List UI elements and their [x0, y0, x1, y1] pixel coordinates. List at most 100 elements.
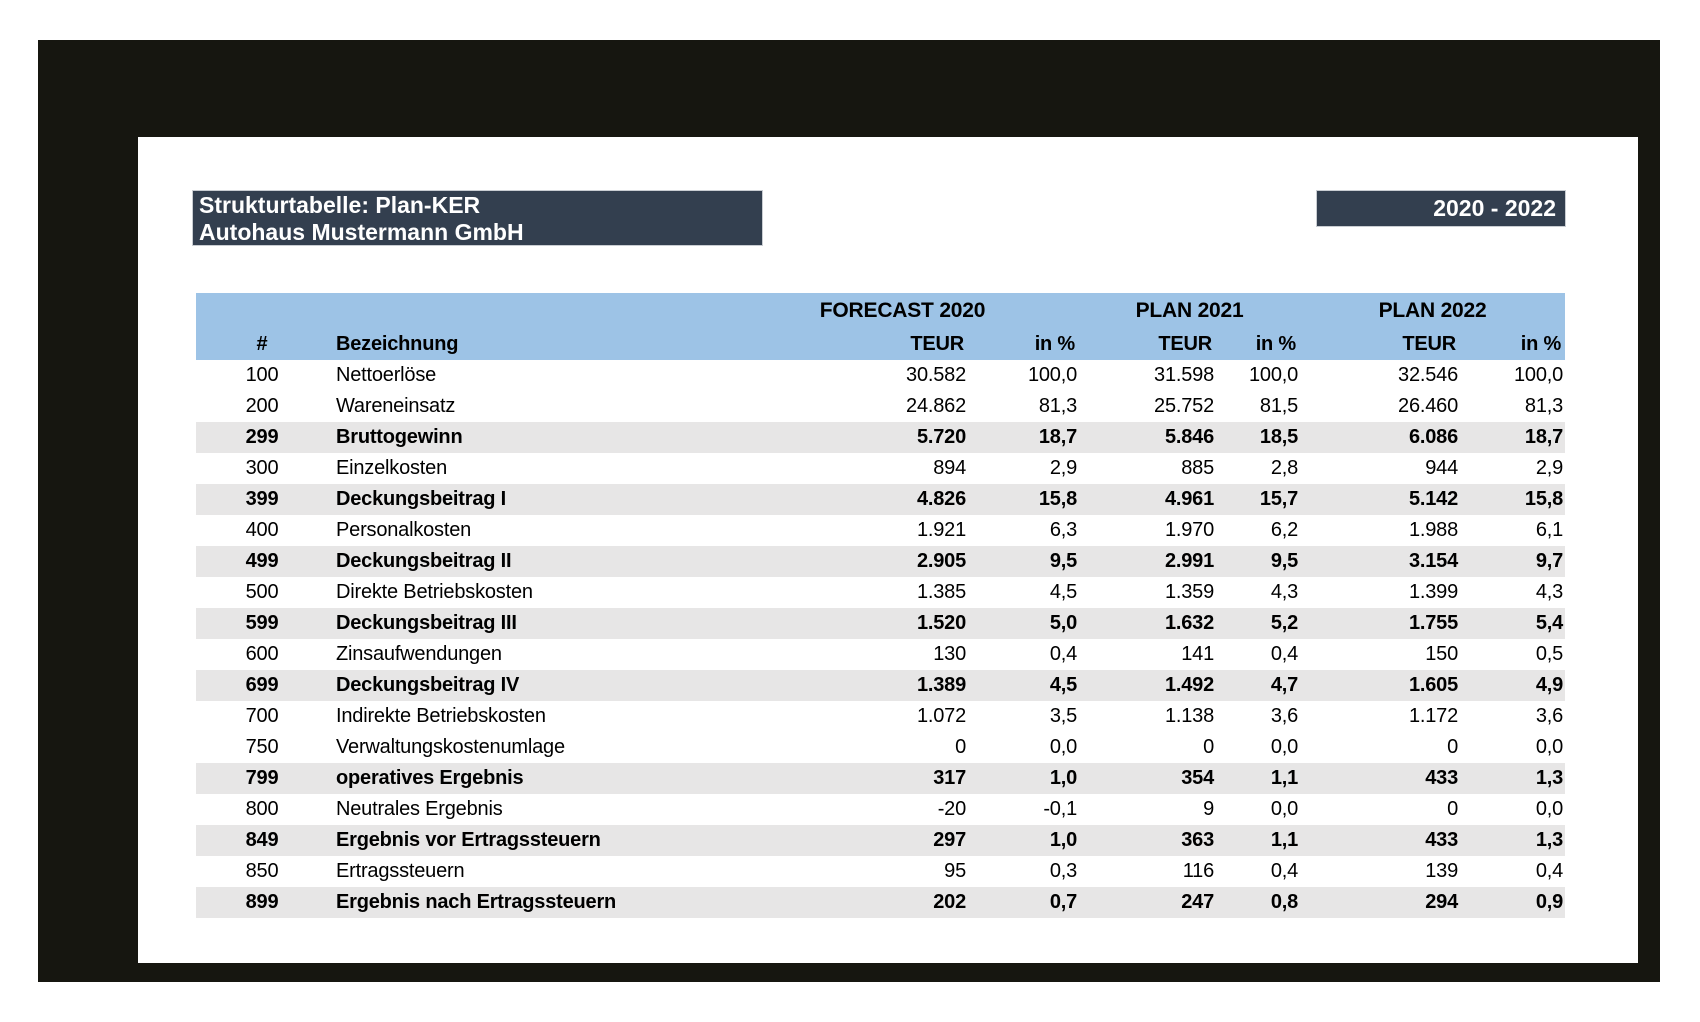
row-value: 2,9 — [1535, 457, 1564, 479]
row-number: 800 — [245, 798, 279, 820]
row-value: 0,0 — [1049, 736, 1078, 758]
row-value: 1.921 — [916, 519, 966, 541]
row-value: 4.826 — [726, 484, 968, 515]
row-label: Indirekte Betriebskosten — [336, 705, 546, 727]
table-row: 600 Zinsaufwendungen 130 0,4 141 0,4 150 0,5 — [196, 639, 1565, 670]
row-value: 1.605 — [1300, 670, 1461, 701]
col-header-teur-2021: TEUR — [1079, 329, 1217, 360]
table-row: 100 Nettoerlöse 30.582 100,0 31.598 100,0 32.5… — [196, 360, 1565, 391]
table-row: 200 Wareneinsatz 24.862 81,3 25.752 81,5 26.46… — [196, 391, 1565, 422]
row-label: Neutrales Ergebnis — [336, 798, 503, 820]
row-value: 0,4 — [1270, 860, 1299, 882]
row-number: 499 — [196, 546, 306, 577]
row-value: 95 — [944, 860, 966, 882]
table-group-header-row: FORECAST 2020 PLAN 2021 PLAN 2022 — [196, 293, 1566, 329]
row-value: 2,8 — [1270, 457, 1299, 479]
table-row: 849 Ergebnis vor Ertragssteuern 297 1,0 363 1… — [196, 825, 1566, 856]
row-value: 5.142 — [1300, 484, 1461, 515]
row-label: Einzelkosten — [336, 457, 447, 479]
row-value: 894 — [933, 457, 966, 479]
row-value: 1.970 — [1164, 519, 1215, 541]
table-row: 299 Bruttogewinn 5.720 18,7 5.846 18,5 6.086 18… — [196, 422, 1566, 453]
row-value: 0,3 — [1049, 860, 1078, 882]
row-value: 6,2 — [1270, 519, 1299, 541]
row-value: 1,0 — [968, 763, 1080, 794]
row-value: 24.862 — [906, 395, 966, 417]
col-header-teur-2022: TEUR — [1300, 329, 1461, 360]
row-value: 0,0 — [1270, 736, 1299, 758]
row-label: Deckungsbeitrag IV — [306, 670, 726, 701]
row-value: 317 — [726, 763, 968, 794]
row-value: 1.492 — [1079, 670, 1217, 701]
row-value: 1.632 — [1079, 608, 1217, 639]
row-value: 3,6 — [1535, 705, 1564, 727]
table-row: 800 Neutrales Ergebnis -20 -0,1 9 0,0 0 0,0 — [196, 794, 1565, 825]
row-label: operatives Ergebnis — [306, 763, 726, 794]
row-value: 1.520 — [726, 608, 968, 639]
row-value: -20 — [937, 798, 967, 820]
period-badge: 2020 - 2022 — [1316, 190, 1566, 227]
row-value: 0,4 — [1270, 643, 1299, 665]
row-value: 1.385 — [916, 581, 966, 603]
row-value: 202 — [726, 887, 968, 918]
col-header-number: # — [196, 329, 306, 360]
row-value: 1.172 — [1408, 705, 1459, 727]
row-number: 849 — [196, 825, 306, 856]
row-value: 1.988 — [1408, 519, 1459, 541]
row-label: Ergebnis vor Ertragssteuern — [306, 825, 726, 856]
row-value: 1,3 — [1460, 825, 1566, 856]
row-number: 699 — [196, 670, 306, 701]
row-value: 100,0 — [1248, 364, 1299, 386]
row-value: 4,7 — [1216, 670, 1301, 701]
row-value: 2.905 — [726, 546, 968, 577]
row-value: 0,0 — [1535, 798, 1564, 820]
row-number: 400 — [245, 519, 279, 541]
row-value: 297 — [726, 825, 968, 856]
report-company: Autohaus Mustermann GmbH — [199, 219, 524, 245]
row-value: 15,7 — [1216, 484, 1301, 515]
row-value: 0,0 — [1535, 736, 1564, 758]
row-label: Verwaltungskostenumlage — [336, 736, 565, 758]
row-value: 363 — [1079, 825, 1217, 856]
table-row: 699 Deckungsbeitrag IV 1.389 4,5 1.492 4,7 1.6… — [196, 670, 1566, 701]
row-value: 116 — [1182, 860, 1215, 882]
row-value: 5,0 — [968, 608, 1080, 639]
row-number: 799 — [196, 763, 306, 794]
table-row: 599 Deckungsbeitrag III 1.520 5,0 1.632 5,2 1.… — [196, 608, 1566, 639]
group-header-forecast-2020: FORECAST 2020 — [726, 293, 1080, 329]
row-value: 32.546 — [1398, 364, 1459, 386]
row-label: Wareneinsatz — [336, 395, 456, 417]
row-value: 433 — [1300, 825, 1461, 856]
row-value: 0,9 — [1460, 887, 1566, 918]
row-value: 100,0 — [1027, 364, 1078, 386]
row-value: 4,5 — [968, 670, 1080, 701]
row-label: Ertragssteuern — [336, 860, 465, 882]
row-value: 1,1 — [1216, 763, 1301, 794]
row-value: 4,3 — [1535, 581, 1564, 603]
row-value: 944 — [1425, 457, 1459, 479]
row-value: 1.072 — [916, 705, 966, 727]
row-label: Ergebnis nach Ertragssteuern — [306, 887, 726, 918]
table-row: 899 Ergebnis nach Ertragssteuern 202 0,7 247… — [196, 887, 1566, 918]
table-row: 750 Verwaltungskostenumlage 0 0,0 0 0,0 0 0,0 — [196, 732, 1565, 763]
group-header-plan-2022: PLAN 2022 — [1300, 293, 1566, 329]
row-value: 18,5 — [1216, 422, 1301, 453]
row-value: 0,0 — [1270, 798, 1299, 820]
row-value: 9 — [1203, 798, 1215, 820]
plan-ker-table: FORECAST 2020 PLAN 2021 PLAN 2022 # Beze… — [196, 293, 1566, 918]
col-header-pct-2020: in % — [968, 329, 1080, 360]
row-value: 4,5 — [1049, 581, 1078, 603]
row-number: 200 — [245, 395, 279, 417]
row-value: 9,5 — [1216, 546, 1301, 577]
row-value: 81,5 — [1259, 395, 1299, 417]
report-title-bar: Strukturtabelle: Plan-KER Autohaus Muste… — [192, 190, 763, 246]
row-number: 850 — [245, 860, 279, 882]
row-number: 899 — [196, 887, 306, 918]
group-header-plan-2021: PLAN 2021 — [1079, 293, 1301, 329]
row-number: 500 — [245, 581, 279, 603]
row-number: 700 — [245, 705, 279, 727]
row-value: 5,4 — [1460, 608, 1566, 639]
row-value: 354 — [1079, 763, 1217, 794]
row-label: Deckungsbeitrag III — [306, 608, 726, 639]
row-value: 9,7 — [1460, 546, 1566, 577]
